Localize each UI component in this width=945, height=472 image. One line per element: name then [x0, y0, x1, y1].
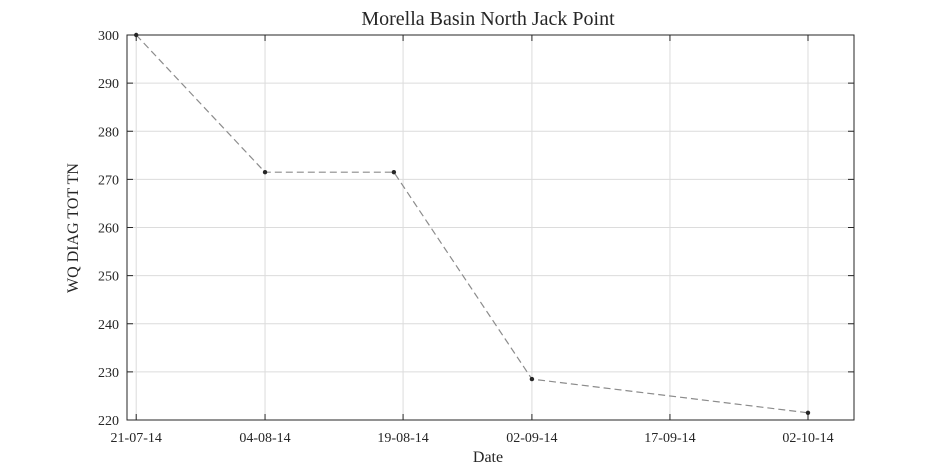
x-tick-label: 19-08-14 [377, 431, 428, 446]
data-point [391, 169, 397, 175]
y-tick-label: 250 [98, 270, 119, 285]
data-point [529, 376, 535, 382]
data-point [262, 169, 268, 175]
y-tick-label: 260 [98, 222, 119, 237]
y-tick-label: 230 [98, 366, 119, 381]
y-tick-label: 290 [98, 77, 119, 92]
y-tick-label: 280 [98, 125, 119, 140]
grid [127, 34, 854, 421]
x-axis-label: Date [473, 449, 503, 466]
x-tick-label: 02-10-14 [782, 431, 833, 446]
chart-title: Morella Basin North Jack Point [361, 8, 615, 30]
data-point [805, 410, 811, 415]
y-tick-label: 240 [98, 318, 119, 333]
y-axis-label: WQ DIAG TOT TN [65, 163, 82, 293]
x-tick-label: 04-08-14 [239, 431, 290, 446]
series-group [134, 32, 811, 415]
y-tick-label: 300 [98, 29, 119, 44]
x-tick-label: 21-07-14 [111, 431, 162, 446]
y-tick-label: 270 [98, 173, 119, 188]
x-tick-label: 02-09-14 [506, 431, 557, 446]
series-line [135, 34, 809, 414]
axis-ticks: 220 230 240 250 260 270 280 290 300 21-07-14 04-08… [98, 29, 854, 446]
x-tick-label: 17-09-14 [644, 431, 695, 446]
y-tick-label: 220 [98, 414, 119, 429]
